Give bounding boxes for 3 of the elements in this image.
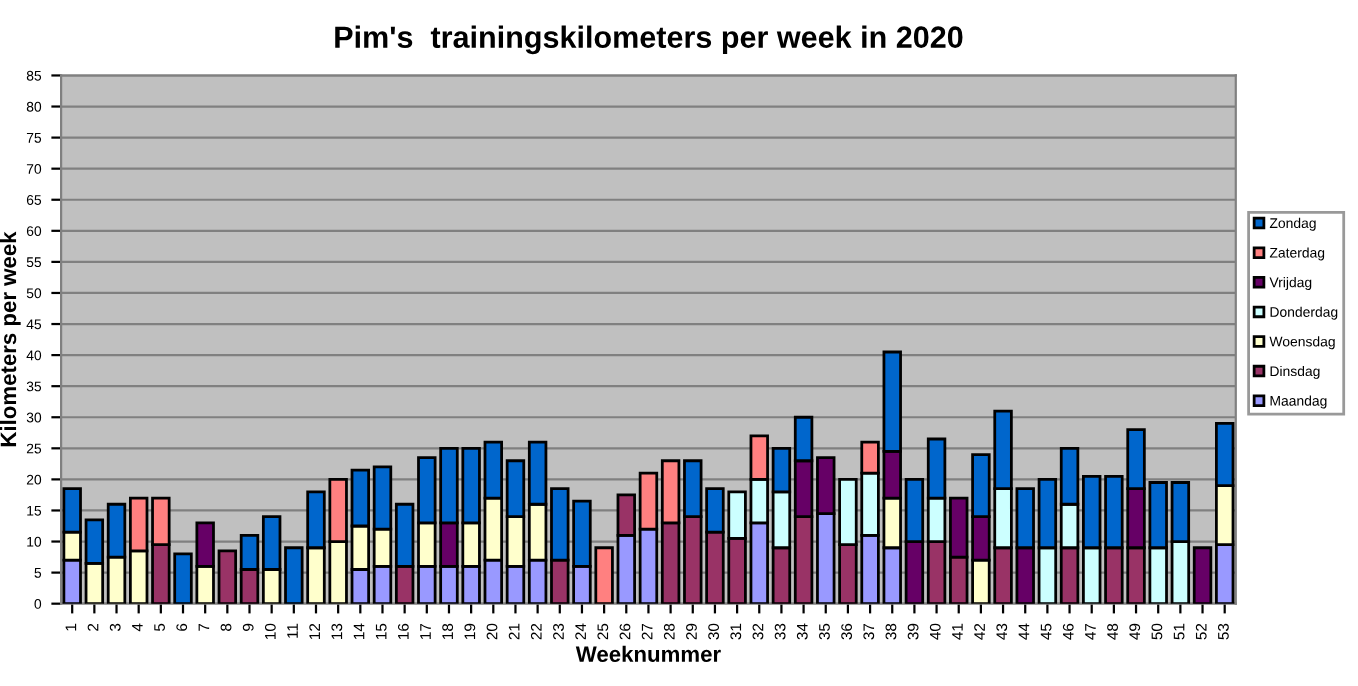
x-axis-title: Weeknummer xyxy=(575,645,721,662)
chart-title: Pim's trainingskilometers per week in 2020 xyxy=(335,25,963,55)
y-axis-title: Kilometers per week xyxy=(0,231,21,447)
